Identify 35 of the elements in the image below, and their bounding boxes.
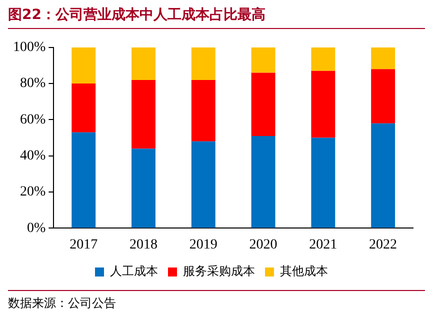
x-tick-label: 2017	[70, 237, 98, 252]
y-tick-label: 80%	[20, 76, 46, 92]
legend-label: 服务采购成本	[183, 264, 255, 278]
bar	[72, 47, 96, 84]
x-tick-label: 2020	[249, 237, 278, 252]
y-tick-label: 20%	[20, 184, 46, 200]
y-tick-label: 0%	[26, 220, 46, 236]
bar	[191, 47, 216, 80]
legend-label: 其他成本	[280, 264, 328, 278]
x-tick-label: 2018	[129, 237, 158, 252]
bar	[371, 47, 396, 70]
bar	[191, 80, 216, 142]
bar	[132, 148, 156, 228]
bar	[251, 47, 276, 73]
y-tick-label: 60%	[20, 112, 46, 128]
bar	[132, 47, 156, 80]
bar	[311, 70, 336, 138]
bar	[191, 141, 216, 228]
bar	[72, 84, 96, 132]
bar	[311, 47, 336, 71]
y-tick-label: 100%	[12, 40, 46, 56]
legend-label: 人工成本	[110, 264, 158, 278]
y-tick-label: 40%	[20, 148, 46, 164]
bar	[132, 80, 156, 149]
bar	[251, 72, 276, 136]
x-tick-label: 2022	[369, 237, 398, 252]
source-note: 数据来源：公司公告	[8, 290, 425, 312]
bar	[371, 69, 396, 124]
bar	[72, 132, 96, 228]
bar	[371, 123, 396, 228]
bar	[251, 136, 276, 228]
chart-title: 图22：公司营业成本中人工成本占比最高	[8, 6, 425, 29]
bar	[311, 138, 336, 228]
x-tick-label: 2021	[309, 237, 338, 252]
x-tick-label: 2019	[189, 237, 218, 252]
